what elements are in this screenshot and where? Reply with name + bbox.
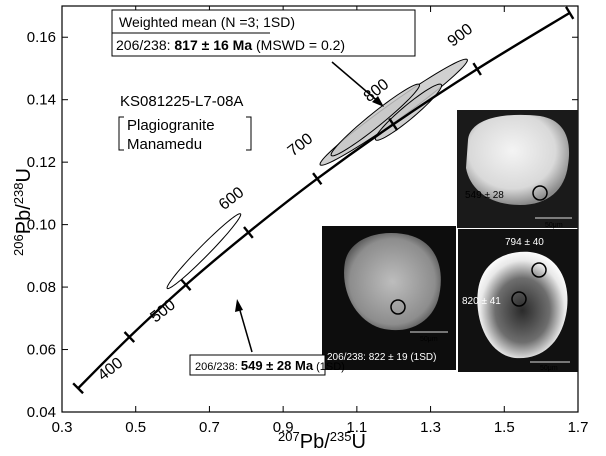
spot-label: 549 ± 28 <box>465 190 504 201</box>
annotation-age: 817 ± 16 Ma <box>174 37 252 53</box>
x-axis-title-part: U <box>351 431 365 453</box>
annotation-text: 206/238: 817 ± 16 Ma (MSWD = 0.2) <box>116 37 345 53</box>
age-label: 500 <box>147 296 179 326</box>
annotation-prefix: 206/238: <box>116 37 174 53</box>
age-label: 400 <box>95 355 127 385</box>
x-tick-label: 0.3 <box>52 419 73 436</box>
x-tick-label: 0.5 <box>125 419 146 436</box>
arrow <box>239 307 252 352</box>
x-axis-title-part: 207 <box>278 429 300 444</box>
x-tick-label: 1.3 <box>420 419 441 436</box>
x-axis-title: 207Pb/235U <box>278 429 366 453</box>
y-axis-title-part: 238 <box>11 183 26 205</box>
spot-label: 794 ± 40 <box>505 237 544 248</box>
age-label: 700 <box>285 130 317 160</box>
arrow-head <box>235 299 243 312</box>
scale-label: 50μm <box>545 222 563 229</box>
y-axis-title: 206Pb/238U <box>11 168 35 256</box>
y-axis-title-part: Pb/ <box>13 204 35 234</box>
bracket <box>246 117 251 150</box>
x-tick-label: 0.7 <box>199 419 220 436</box>
y-tick-label: 0.04 <box>27 404 56 421</box>
y-axis-title-part: U <box>13 168 35 182</box>
age-tick <box>313 173 321 184</box>
annotation-text: 206/238: 549 ± 28 Ma (1SD) <box>195 358 345 373</box>
error-ellipse <box>167 214 241 289</box>
annotation-age: 549 ± 28 Ma <box>241 358 314 373</box>
x-axis-title-part: 235 <box>330 429 352 444</box>
annotation-title: Weighted mean (N =3; 1SD) <box>119 14 295 30</box>
y-tick-label: 0.06 <box>27 342 56 359</box>
scale-label: 50μm <box>420 336 438 343</box>
sample-name: KS081225-L7-08A <box>120 93 243 110</box>
scale-label: 50μm <box>540 365 558 372</box>
y-axis-title-part: 206 <box>11 234 26 256</box>
age-tick <box>473 63 480 75</box>
locality: Manamedu <box>127 136 202 153</box>
x-axis-title-part: Pb/ <box>300 431 330 453</box>
age-label: 900 <box>445 21 477 51</box>
x-tick-label: 1.7 <box>568 419 589 436</box>
spot-label: 820 ± 41 <box>462 296 501 307</box>
bracket <box>119 117 124 150</box>
y-tick-label: 0.16 <box>27 29 56 46</box>
annotation-suffix: (MSWD = 0.2) <box>252 37 345 53</box>
y-tick-label: 0.08 <box>27 279 56 296</box>
age-tick <box>566 7 573 19</box>
annotation-prefix: 206/238: <box>195 361 241 373</box>
chart: 0.30.50.70.91.11.31.51.70.040.060.080.10… <box>0 0 606 456</box>
y-tick-label: 0.14 <box>27 92 56 109</box>
grain-image: 794 ± 40 820 ± 41 50μm <box>458 229 578 372</box>
age-label: 600 <box>216 184 248 214</box>
rock-type: Plagiogranite <box>127 117 215 134</box>
grain-image: 549 ± 28 50μm <box>457 110 578 229</box>
age-label: 800 <box>361 76 393 106</box>
grain-image: 50μm 206/238: 822 ± 19 (1SD) <box>322 226 456 370</box>
annotation-suffix: (1SD) <box>313 361 345 373</box>
x-tick-label: 1.5 <box>494 419 515 436</box>
